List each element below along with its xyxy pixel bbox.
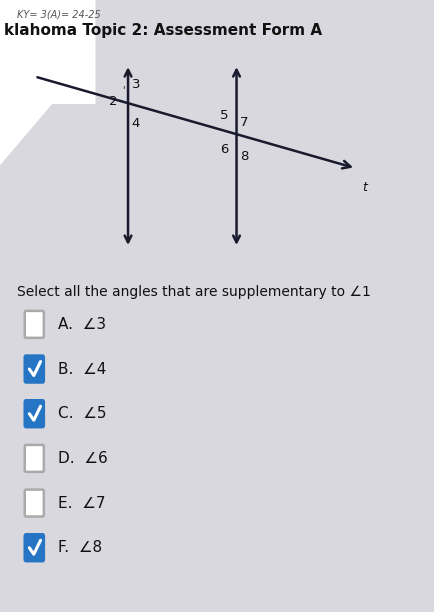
Text: 7: 7 [240,116,249,129]
Polygon shape [0,0,95,165]
Text: 2: 2 [108,95,117,108]
Text: B.  ∠4: B. ∠4 [58,362,106,376]
Text: 4: 4 [132,117,140,130]
Text: Select all the angles that are supplementary to ∠1: Select all the angles that are supplemen… [17,285,371,299]
FancyBboxPatch shape [25,534,44,561]
FancyBboxPatch shape [25,445,44,472]
Text: 6: 6 [220,143,228,155]
Text: KY= 3(A)= 24-25: KY= 3(A)= 24-25 [17,9,101,19]
Text: A.  ∠3: A. ∠3 [58,317,106,332]
FancyBboxPatch shape [25,356,44,382]
Text: 5: 5 [220,109,228,122]
Text: t: t [362,181,367,193]
Text: klahoma Topic 2: Assessment Form A: klahoma Topic 2: Assessment Form A [4,23,322,38]
Text: C.  ∠5: C. ∠5 [58,406,106,421]
Text: D.  ∠6: D. ∠6 [58,451,108,466]
Text: 3: 3 [132,78,140,91]
Text: ': ' [122,84,125,95]
Text: 8: 8 [240,149,249,163]
FancyBboxPatch shape [25,311,44,338]
FancyBboxPatch shape [25,490,44,517]
FancyBboxPatch shape [25,400,44,427]
Text: E.  ∠7: E. ∠7 [58,496,105,510]
Text: F.  ∠8: F. ∠8 [58,540,102,555]
